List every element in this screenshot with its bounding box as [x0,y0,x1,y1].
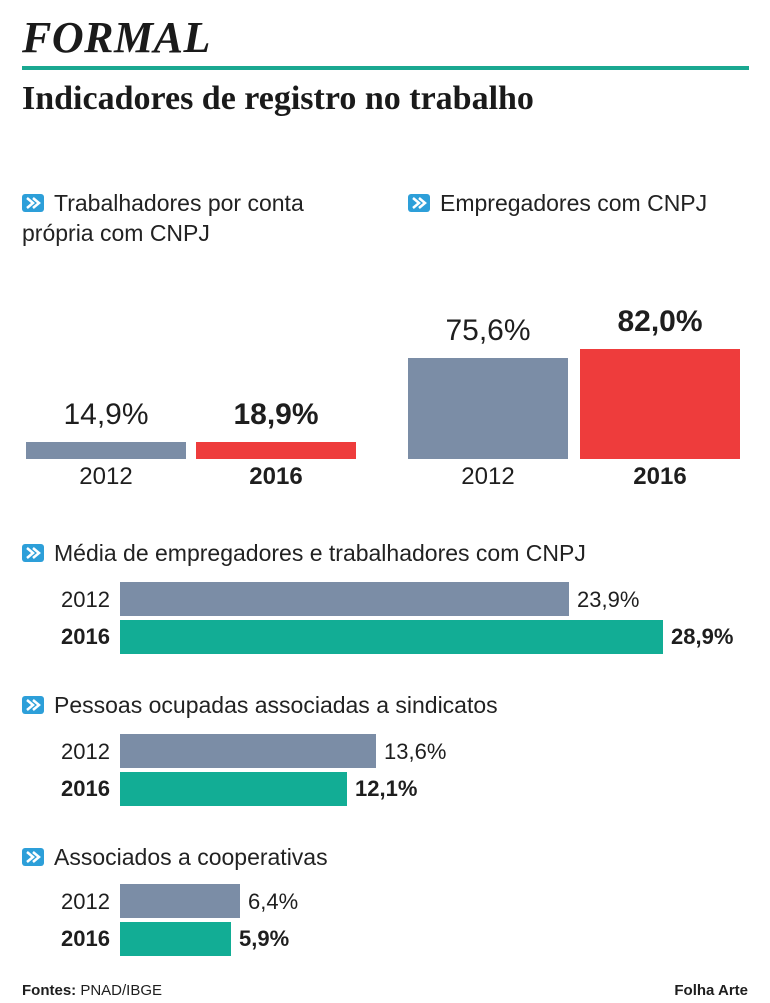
chart5-year-2012: 2012 [61,889,110,914]
chart3-value-2016: 28,9% [671,624,734,649]
header-rule [22,66,749,70]
chart4-title-text: Pessoas ocupadas associadas a sindicatos [54,692,498,718]
kicker: FORMAL [22,13,211,62]
credit: Folha Arte [674,982,748,999]
page-title: Indicadores de registro no trabalho [22,80,534,117]
chart4-bar-2012 [120,734,376,768]
chart5-title-text: Associados a cooperativas [54,844,328,870]
chart3-value-2012: 23,9% [577,587,640,612]
chart2-title: Empregadores com CNPJ [408,188,707,218]
chevron-right-icon [408,193,430,212]
source-text: PNAD/IBGE [80,982,163,999]
chart2-title-text: Empregadores com CNPJ [440,190,708,216]
chart1-value-2012: 14,9% [63,398,149,431]
chart5-year-2016: 2016 [61,926,110,951]
chevron-right-icon [22,847,44,866]
chart5-title: Associados a cooperativas [22,842,328,872]
chevron-right-icon [22,695,44,714]
chevron-right-icon [22,193,44,212]
chart3-bar-2012 [120,582,569,616]
chart2-value-2016: 82,0% [617,305,703,338]
source-label: Fontes: [22,982,77,999]
chart2-bar-2012 [408,357,568,459]
chart5-bar-2012 [120,884,240,918]
chart2-value-2012: 75,6% [445,313,531,347]
chart1-bar-2016 [196,442,356,459]
chart3-year-2016: 2016 [61,624,110,649]
chart4-title: Pessoas ocupadas associadas a sindicatos [22,690,498,720]
chart3-title: Média de empregadores e trabalhadores co… [22,538,586,568]
chart1-year-2016: 2016 [249,463,303,490]
chart4-bar-2016 [120,772,347,806]
chart2-year-2012: 2012 [461,463,515,490]
chart1-year-2012: 2012 [79,463,133,490]
chart5-bar-2016 [120,922,231,956]
chart5-value-2016: 5,9% [239,926,290,951]
chart3-year-2012: 2012 [61,587,110,612]
chevron-right-icon [22,543,44,562]
chart1-title: Trabalhadores por conta própria com CNPJ [22,188,304,248]
chart5-value-2012: 6,4% [248,889,299,914]
chart4-value-2012: 13,6% [384,739,447,764]
chart4-year-2012: 2012 [61,739,110,764]
chart4-value-2016: 12,1% [355,776,418,801]
chart1-value-2016: 18,9% [233,398,319,431]
chart3-title-text: Média de empregadores e trabalhadores co… [54,540,586,566]
chart1-bar-2012 [26,442,186,459]
chart4-year-2016: 2016 [61,776,110,801]
chart2-year-2016: 2016 [633,463,687,490]
chart1-title-line1: Trabalhadores por conta [54,190,304,216]
chart3-bar-2016 [120,620,663,654]
source-note: Fontes: PNAD/IBGE [22,982,162,999]
chart2-bar-2016 [580,349,740,459]
chart1-title-line2: própria com CNPJ [22,220,210,246]
